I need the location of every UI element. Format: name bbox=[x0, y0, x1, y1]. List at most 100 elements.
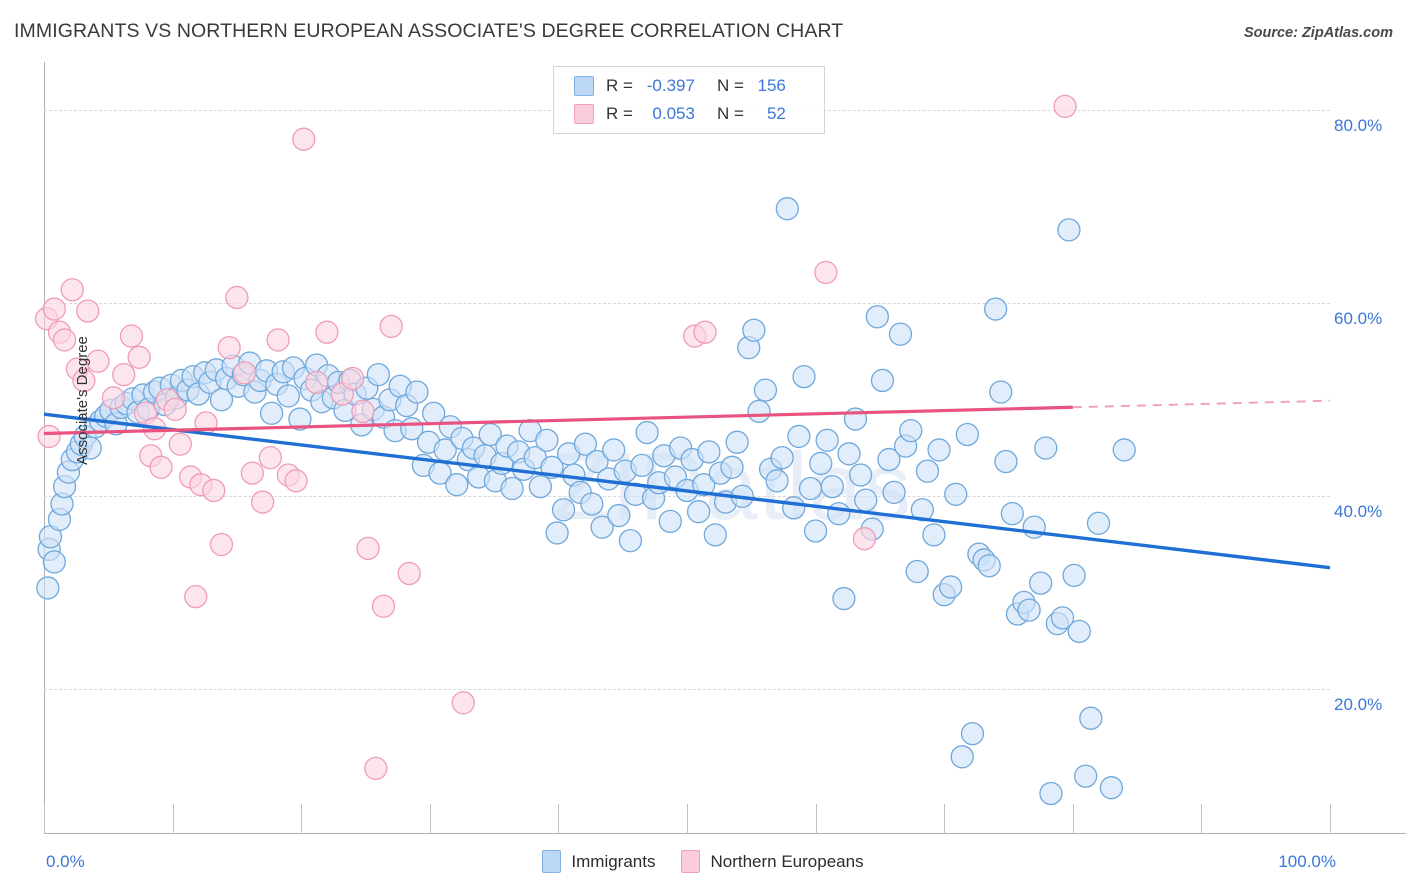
scatter-point-northern-europeans[interactable] bbox=[284, 469, 308, 493]
scatter-point-northern-europeans[interactable] bbox=[315, 320, 339, 344]
scatter-point-northern-europeans[interactable] bbox=[371, 594, 396, 618]
scatter-point-northern-europeans[interactable] bbox=[72, 368, 96, 393]
legend-item-immigrants[interactable]: Immigrants bbox=[542, 850, 655, 873]
scatter-point-immigrants[interactable] bbox=[877, 447, 901, 472]
scatter-point-northern-europeans[interactable] bbox=[184, 584, 208, 609]
scatter-point-northern-europeans[interactable] bbox=[86, 349, 110, 373]
scatter-point-immigrants[interactable] bbox=[276, 384, 300, 408]
scatter-point-northern-europeans[interactable] bbox=[1053, 94, 1077, 119]
scatter-point-immigrants[interactable] bbox=[944, 482, 968, 506]
scatter-point-northern-europeans[interactable] bbox=[52, 328, 77, 352]
scatter-point-immigrants[interactable] bbox=[1029, 571, 1053, 595]
scatter-point-northern-europeans[interactable] bbox=[202, 478, 226, 503]
scatter-point-immigrants[interactable] bbox=[618, 528, 643, 553]
scatter-point-northern-europeans[interactable] bbox=[225, 285, 249, 310]
scatter-point-immigrants[interactable] bbox=[445, 473, 469, 497]
scatter-point-immigrants[interactable] bbox=[994, 449, 1018, 474]
scatter-point-northern-europeans[interactable] bbox=[814, 260, 838, 285]
scatter-point-immigrants[interactable] bbox=[36, 576, 60, 600]
scatter-point-northern-europeans[interactable] bbox=[351, 399, 375, 423]
scatter-point-immigrants[interactable] bbox=[960, 721, 985, 746]
scatter-point-immigrants[interactable] bbox=[955, 422, 979, 447]
scatter-point-immigrants[interactable] bbox=[658, 509, 682, 533]
scatter-point-immigrants[interactable] bbox=[288, 407, 312, 431]
scatter-point-northern-europeans[interactable] bbox=[250, 490, 275, 514]
scatter-point-immigrants[interactable] bbox=[1034, 436, 1058, 460]
scatter-point-northern-europeans[interactable] bbox=[217, 335, 241, 360]
scatter-point-northern-europeans[interactable] bbox=[127, 345, 151, 369]
scatter-point-immigrants[interactable] bbox=[590, 515, 614, 539]
scatter-point-northern-europeans[interactable] bbox=[119, 324, 144, 348]
scatter-point-northern-europeans[interactable] bbox=[266, 328, 290, 352]
scatter-point-immigrants[interactable] bbox=[882, 480, 906, 505]
scatter-point-immigrants[interactable] bbox=[798, 476, 823, 501]
scatter-point-northern-europeans[interactable] bbox=[451, 691, 475, 715]
scatter-point-immigrants[interactable] bbox=[854, 488, 878, 512]
scatter-point-northern-europeans[interactable] bbox=[42, 297, 66, 321]
scatter-point-northern-europeans[interactable] bbox=[292, 127, 316, 151]
scatter-point-northern-europeans[interactable] bbox=[232, 361, 257, 385]
scatter-point-immigrants[interactable] bbox=[551, 498, 576, 522]
scatter-point-immigrants[interactable] bbox=[927, 438, 951, 462]
scatter-point-immigrants[interactable] bbox=[989, 380, 1013, 404]
scatter-point-immigrants[interactable] bbox=[692, 473, 716, 497]
scatter-point-northern-europeans[interactable] bbox=[693, 320, 717, 344]
scatter-point-immigrants[interactable] bbox=[950, 745, 974, 769]
scatter-point-immigrants[interactable] bbox=[888, 322, 913, 346]
scatter-point-immigrants[interactable] bbox=[827, 501, 851, 526]
scatter-point-immigrants[interactable] bbox=[915, 459, 940, 483]
scatter-point-northern-europeans[interactable] bbox=[304, 370, 329, 395]
scatter-point-immigrants[interactable] bbox=[607, 503, 631, 528]
scatter-point-immigrants[interactable] bbox=[1067, 619, 1091, 643]
scatter-point-immigrants[interactable] bbox=[635, 420, 659, 445]
scatter-point-immigrants[interactable] bbox=[899, 418, 923, 443]
scatter-point-immigrants[interactable] bbox=[686, 500, 711, 524]
scatter-point-immigrants[interactable] bbox=[573, 432, 598, 456]
scatter-point-immigrants[interactable] bbox=[720, 455, 744, 479]
scatter-point-immigrants[interactable] bbox=[1099, 776, 1124, 800]
scatter-point-immigrants[interactable] bbox=[545, 521, 569, 545]
scatter-point-immigrants[interactable] bbox=[1079, 706, 1103, 730]
scatter-point-immigrants[interactable] bbox=[535, 428, 559, 452]
scatter-point-northern-europeans[interactable] bbox=[852, 527, 877, 551]
scatter-point-immigrants[interactable] bbox=[787, 424, 811, 449]
scatter-point-northern-europeans[interactable] bbox=[240, 461, 264, 485]
scatter-point-immigrants[interactable] bbox=[837, 442, 861, 466]
scatter-point-immigrants[interactable] bbox=[809, 451, 833, 476]
scatter-point-northern-europeans[interactable] bbox=[76, 299, 100, 323]
scatter-point-immigrants[interactable] bbox=[500, 476, 524, 501]
scatter-point-immigrants[interactable] bbox=[905, 559, 929, 584]
scatter-point-immigrants[interactable] bbox=[820, 474, 844, 499]
scatter-point-immigrants[interactable] bbox=[977, 554, 1001, 578]
scatter-point-immigrants[interactable] bbox=[1112, 438, 1136, 462]
scatter-point-northern-europeans[interactable] bbox=[112, 363, 136, 387]
scatter-point-immigrants[interactable] bbox=[922, 523, 946, 547]
scatter-point-northern-europeans[interactable] bbox=[340, 366, 365, 391]
scatter-point-immigrants[interactable] bbox=[870, 368, 895, 393]
scatter-point-immigrants[interactable] bbox=[792, 364, 816, 389]
scatter-point-northern-europeans[interactable] bbox=[364, 756, 388, 781]
scatter-point-immigrants[interactable] bbox=[1017, 598, 1041, 622]
scatter-point-immigrants[interactable] bbox=[815, 428, 839, 452]
scatter-point-immigrants[interactable] bbox=[770, 445, 794, 470]
scatter-point-northern-europeans[interactable] bbox=[209, 532, 234, 557]
scatter-point-immigrants[interactable] bbox=[580, 492, 604, 516]
scatter-point-immigrants[interactable] bbox=[803, 519, 828, 543]
scatter-point-immigrants[interactable] bbox=[1039, 781, 1063, 806]
scatter-point-immigrants[interactable] bbox=[42, 550, 66, 574]
scatter-point-immigrants[interactable] bbox=[910, 498, 934, 522]
scatter-point-northern-europeans[interactable] bbox=[356, 536, 380, 561]
scatter-point-northern-europeans[interactable] bbox=[60, 278, 84, 302]
scatter-point-immigrants[interactable] bbox=[848, 463, 873, 487]
scatter-point-immigrants[interactable] bbox=[742, 318, 766, 342]
legend-item-northern-europeans[interactable]: Northern Europeans bbox=[681, 850, 864, 873]
scatter-point-immigrants[interactable] bbox=[1057, 218, 1081, 242]
scatter-point-northern-europeans[interactable] bbox=[101, 386, 126, 410]
scatter-point-northern-europeans[interactable] bbox=[163, 397, 187, 422]
scatter-point-immigrants[interactable] bbox=[259, 401, 284, 425]
scatter-point-immigrants[interactable] bbox=[865, 305, 889, 329]
scatter-point-immigrants[interactable] bbox=[725, 430, 749, 454]
scatter-point-immigrants[interactable] bbox=[1062, 563, 1086, 588]
scatter-point-immigrants[interactable] bbox=[1074, 764, 1098, 788]
scatter-point-immigrants[interactable] bbox=[366, 363, 391, 387]
